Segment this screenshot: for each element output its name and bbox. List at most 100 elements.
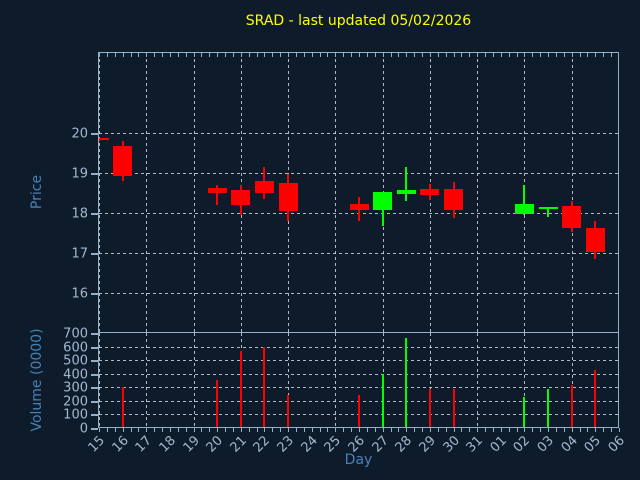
x-minor-tick-mark xyxy=(115,428,116,432)
volume-bar xyxy=(523,397,525,427)
x-minor-tick-mark xyxy=(249,428,250,432)
x-minor-tick-mark xyxy=(288,53,289,57)
x-minor-tick-mark xyxy=(170,428,171,432)
x-minor-tick-mark xyxy=(619,428,620,432)
volume-axis-label: Volume (0000) xyxy=(29,328,45,432)
x-minor-tick-mark xyxy=(162,53,163,57)
x-minor-tick-mark xyxy=(509,53,510,57)
x-minor-tick-mark xyxy=(217,428,218,432)
candle-body xyxy=(350,204,369,210)
x-minor-tick-mark xyxy=(548,428,549,432)
x-minor-tick-mark xyxy=(115,53,116,57)
x-minor-tick-mark xyxy=(209,428,210,432)
x-minor-tick-mark xyxy=(327,53,328,57)
x-minor-tick-mark xyxy=(501,53,502,57)
x-minor-tick-mark xyxy=(430,53,431,57)
candle-body xyxy=(231,190,250,205)
x-minor-tick-mark xyxy=(532,428,533,432)
x-minor-tick-mark xyxy=(540,53,541,57)
grid-line-vertical xyxy=(288,333,289,427)
price-tick-mark xyxy=(91,173,98,175)
x-minor-tick-mark xyxy=(414,428,415,432)
volume-tick-label: 500 xyxy=(63,353,88,369)
x-minor-tick-mark xyxy=(556,53,557,57)
x-minor-tick-mark xyxy=(611,428,612,432)
candle-wick xyxy=(547,207,549,217)
x-minor-tick-mark xyxy=(469,428,470,432)
grid-line-horizontal xyxy=(99,374,618,375)
x-minor-tick-mark xyxy=(194,53,195,57)
x-minor-tick-mark xyxy=(587,428,588,432)
volume-bar xyxy=(358,395,360,427)
x-minor-tick-mark xyxy=(327,428,328,432)
candle-body xyxy=(562,206,581,228)
grid-line-horizontal xyxy=(99,360,618,361)
x-minor-tick-mark xyxy=(603,428,604,432)
x-minor-tick-mark xyxy=(131,53,132,57)
volume-tick-mark xyxy=(91,347,98,349)
volume-bar xyxy=(382,374,384,427)
x-minor-tick-mark xyxy=(107,428,108,432)
x-minor-tick-mark xyxy=(123,53,124,57)
grid-line-vertical xyxy=(194,333,195,427)
x-minor-tick-mark xyxy=(312,53,313,57)
x-minor-tick-mark xyxy=(217,53,218,57)
x-minor-tick-mark xyxy=(454,428,455,432)
volume-bar xyxy=(453,389,455,427)
candle-body xyxy=(279,183,298,211)
candle-body xyxy=(99,138,109,140)
volume-tick-label: 600 xyxy=(63,340,88,356)
grid-line-vertical xyxy=(146,53,147,332)
candle-body xyxy=(515,204,534,214)
candle-body xyxy=(539,207,558,209)
volume-bar xyxy=(429,389,431,427)
x-minor-tick-mark xyxy=(186,428,187,432)
volume-tick-mark xyxy=(91,333,98,335)
x-minor-tick-mark xyxy=(375,428,376,432)
volume-tick-mark xyxy=(91,387,98,389)
grid-line-horizontal xyxy=(99,347,618,348)
price-tick-label: 16 xyxy=(71,286,88,302)
grid-line-horizontal xyxy=(99,387,618,388)
x-minor-tick-mark xyxy=(524,428,525,432)
x-minor-tick-mark xyxy=(509,428,510,432)
x-minor-tick-mark xyxy=(501,428,502,432)
x-minor-tick-mark xyxy=(335,428,336,432)
price-tick-label: 17 xyxy=(71,246,88,262)
chart-title: SRAD - last updated 05/02/2026 xyxy=(245,13,472,29)
x-minor-tick-mark xyxy=(383,53,384,57)
x-minor-tick-mark xyxy=(296,53,297,57)
x-minor-tick-mark xyxy=(564,53,565,57)
x-minor-tick-mark xyxy=(611,53,612,57)
price-tick-label: 18 xyxy=(71,206,88,222)
grid-line-vertical xyxy=(335,53,336,332)
x-minor-tick-mark xyxy=(398,53,399,57)
x-minor-tick-mark xyxy=(107,53,108,57)
x-minor-tick-mark xyxy=(241,428,242,432)
grid-line-horizontal xyxy=(99,293,618,294)
x-minor-tick-mark xyxy=(391,428,392,432)
candle-body xyxy=(444,189,463,210)
grid-line-vertical xyxy=(99,333,100,427)
x-minor-tick-mark xyxy=(446,53,447,57)
grid-line-horizontal xyxy=(99,133,618,134)
x-minor-tick-mark xyxy=(257,53,258,57)
x-minor-tick-mark xyxy=(493,53,494,57)
grid-line-vertical xyxy=(335,333,336,427)
x-minor-tick-mark xyxy=(280,53,281,57)
x-minor-tick-mark xyxy=(572,53,573,57)
x-minor-tick-mark xyxy=(146,428,147,432)
x-minor-tick-mark xyxy=(493,428,494,432)
x-minor-tick-mark xyxy=(532,53,533,57)
x-minor-tick-mark xyxy=(454,53,455,57)
grid-line-vertical xyxy=(146,333,147,427)
grid-line-vertical xyxy=(430,333,431,427)
volume-bar xyxy=(594,370,596,427)
volume-tick-mark xyxy=(91,401,98,403)
x-minor-tick-mark xyxy=(540,428,541,432)
x-minor-tick-mark xyxy=(438,53,439,57)
x-minor-tick-mark xyxy=(383,428,384,432)
price-tick-mark xyxy=(91,133,98,135)
x-minor-tick-mark xyxy=(131,428,132,432)
